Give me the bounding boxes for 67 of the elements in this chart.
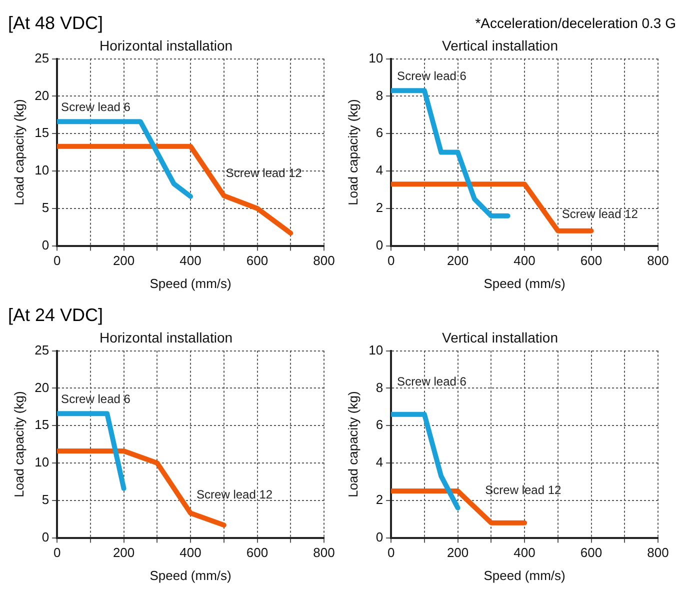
y-tick-label: 25: [34, 342, 50, 358]
x-tick-label: 0: [53, 253, 61, 268]
y-tick-label: 10: [34, 162, 50, 178]
y-tick-label: 0: [376, 529, 384, 544]
y-tick-label: 2: [376, 492, 384, 507]
series-label: Screw lead 6: [61, 100, 131, 114]
chart-title: Vertical installation: [442, 37, 558, 54]
x-tick-label: 600: [246, 253, 268, 268]
y-axis-title: Load capacity (kg): [11, 391, 26, 498]
y-tick-label: 10: [34, 454, 50, 470]
y-tick-label: 5: [42, 200, 50, 215]
chart-title: Horizontal installation: [99, 37, 233, 54]
y-axis-title: Load capacity (kg): [11, 99, 26, 206]
series-label: Screw lead 12: [562, 207, 638, 222]
y-tick-label: 0: [42, 529, 50, 544]
y-tick-label: 8: [376, 88, 384, 103]
x-axis-title: Speed (mm/s): [484, 276, 566, 291]
y-tick-label: 10: [368, 50, 384, 66]
x-tick-label: 600: [580, 253, 602, 268]
x-tick-label: 800: [647, 545, 669, 560]
x-tick-label: 800: [313, 545, 335, 560]
chart-title: Vertical installation: [442, 329, 558, 346]
series-label: Screw lead 12: [196, 487, 273, 502]
series-label: Screw lead 6: [61, 392, 131, 406]
x-axis-title: Speed (mm/s): [484, 568, 566, 583]
x-tick-label: 200: [112, 545, 135, 560]
x-tick-label: 0: [53, 545, 61, 560]
x-tick-label: 200: [446, 253, 469, 268]
y-tick-label: 10: [368, 342, 384, 358]
x-tick-label: 0: [387, 545, 395, 560]
series-label: Screw lead 12: [485, 483, 562, 498]
x-tick-label: 400: [514, 545, 536, 560]
chart-subtitle: [At 24 VDC]: [8, 304, 104, 326]
x-axis-title: Speed (mm/s): [150, 276, 232, 291]
x-tick-label: 800: [647, 253, 669, 268]
series-label: Screw lead 6: [397, 68, 467, 83]
y-tick-label: 4: [376, 454, 384, 470]
y-tick-label: 15: [34, 417, 50, 432]
y-tick-label: 15: [34, 125, 50, 140]
x-tick-label: 600: [246, 545, 268, 560]
chart-title: Horizontal installation: [99, 329, 233, 346]
y-tick-label: 2: [376, 200, 384, 215]
x-tick-label: 200: [446, 545, 469, 560]
y-tick-label: 6: [376, 125, 384, 140]
y-tick-label: 25: [34, 50, 50, 66]
text: *Acceleration/deceleration 0.3 G: [475, 15, 676, 31]
y-tick-label: 6: [376, 417, 384, 432]
x-tick-label: 800: [313, 253, 335, 268]
y-axis-title: Load capacity (kg): [345, 99, 360, 206]
series-label: Screw lead 12: [226, 166, 302, 180]
x-tick-label: 400: [180, 545, 202, 560]
y-tick-label: 4: [376, 162, 384, 178]
y-tick-label: 5: [42, 492, 50, 507]
text: Screw lead 6: [397, 374, 467, 389]
y-tick-label: 8: [376, 380, 384, 395]
x-tick-label: 400: [180, 253, 202, 268]
y-tick-label: 0: [42, 237, 50, 252]
y-tick-label: 0: [376, 237, 384, 252]
x-axis-title: Speed (mm/s): [150, 568, 232, 583]
y-tick-label: 20: [34, 380, 50, 395]
chart-subtitle: [At 48 VDC]: [8, 12, 104, 34]
x-tick-label: 400: [514, 253, 536, 268]
y-axis-title: Load capacity (kg): [345, 391, 360, 498]
x-tick-label: 200: [112, 253, 135, 268]
x-tick-label: 0: [387, 253, 395, 268]
x-tick-label: 600: [580, 545, 602, 560]
y-tick-label: 20: [34, 88, 50, 103]
